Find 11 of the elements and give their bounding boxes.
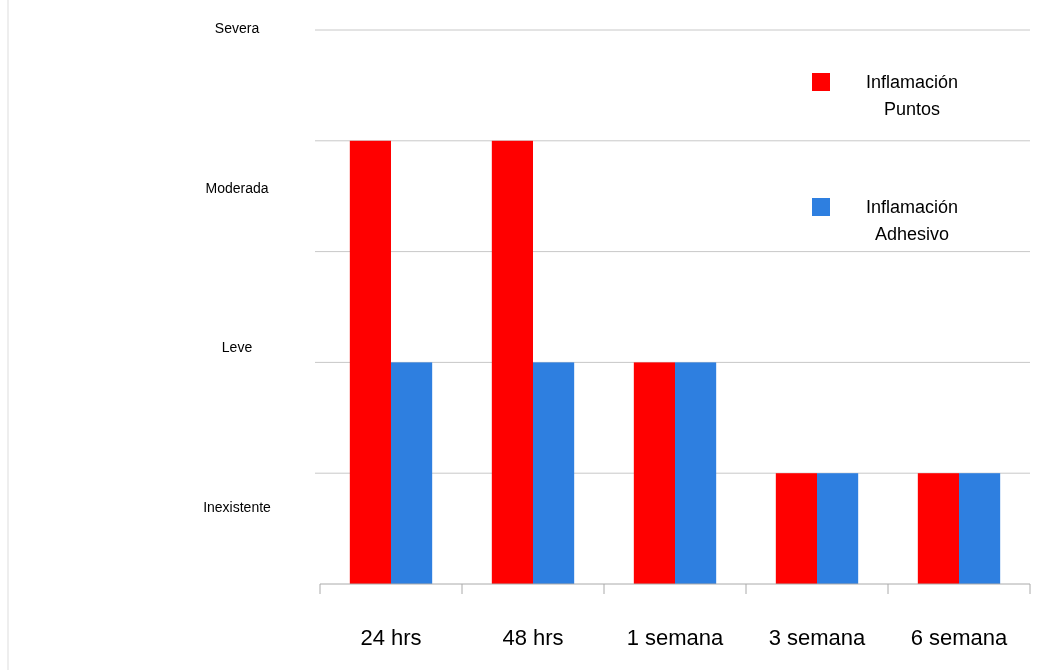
- x-tick-label: 48 hrs: [502, 625, 564, 650]
- x-tick-label: 1 semana: [626, 625, 725, 650]
- x-tick-label: 6 semana: [910, 625, 1009, 650]
- legend-label: Inflamación Adhesivo: [865, 197, 959, 244]
- legend-label: Inflamación Puntos: [865, 72, 959, 119]
- text: Severa: [214, 19, 260, 36]
- x-tick-label: 24 hrs: [360, 625, 422, 650]
- text: Moderada: [205, 179, 269, 196]
- text: Inexistente: [203, 498, 272, 515]
- x-tick-label: 3 semana: [768, 625, 867, 650]
- text: Leve: [221, 339, 253, 356]
